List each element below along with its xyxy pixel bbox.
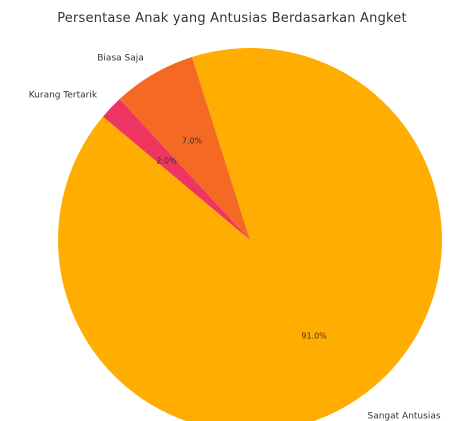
chart-title: Persentase Anak yang Antusias Berdasarka… bbox=[57, 11, 407, 26]
pie-slice-biasa-saja bbox=[119, 56, 250, 240]
category-label-biasa-saja: Biasa Saja bbox=[97, 53, 144, 63]
category-label-sangat-antusias: Sangat Antusias bbox=[367, 412, 440, 421]
category-label-kurang-tertarik: Kurang Tertarik bbox=[29, 90, 98, 100]
value-label-sangat-antusias: 91.0% bbox=[301, 332, 327, 341]
value-label-kurang-tertarik: 2.0% bbox=[156, 157, 177, 166]
pie-slice-sangat-antusias bbox=[58, 48, 442, 421]
value-label-biasa-saja: 7.0% bbox=[182, 136, 203, 145]
pie-slice-kurang-tertarik bbox=[102, 99, 250, 240]
